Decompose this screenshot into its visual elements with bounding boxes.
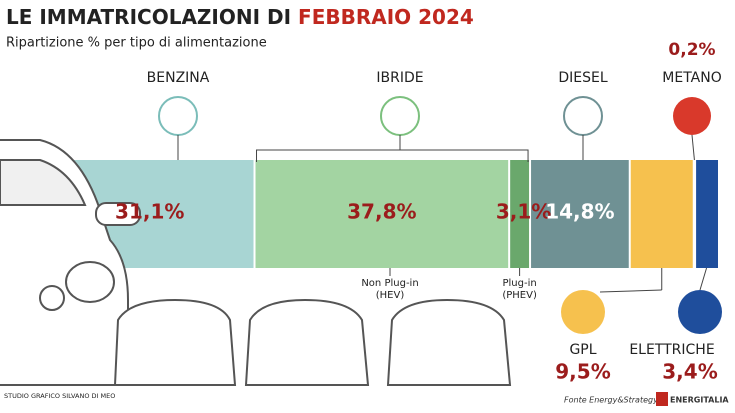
series-label: ELETTRICHE: [629, 342, 714, 358]
title-highlight: FEBBRAIO 2024: [298, 5, 474, 29]
series-sublabel: Non Plug-in (HEV): [361, 278, 419, 301]
bar-segment: [530, 160, 630, 268]
icon-benzina: [158, 96, 198, 136]
icon-gpl: [561, 290, 605, 334]
connector: [599, 289, 662, 293]
icon-diesel: [563, 96, 603, 136]
series-label: BENZINA: [147, 70, 210, 86]
bar-group: [45, 160, 718, 268]
subtitle: Ripartizione % per tipo di alimentazione: [6, 36, 267, 51]
series-label: GPL: [569, 342, 596, 358]
value-label: 3,4%: [662, 360, 717, 384]
value-label: 31,1%: [115, 200, 184, 224]
series-label: DIESEL: [558, 70, 607, 86]
icons: [158, 96, 722, 334]
series-label: METANO: [662, 70, 721, 86]
value-label: 14,8%: [545, 200, 614, 224]
logo-mark: [656, 392, 668, 406]
icon-elettriche: [678, 290, 722, 334]
bar-segment: [629, 160, 694, 268]
bracket: [256, 135, 529, 162]
value-label: 9,5%: [555, 360, 610, 384]
chart-title: LE IMMATRICOLAZIONI DI FEBBRAIO 2024: [6, 5, 474, 29]
bar-segment: [254, 160, 510, 268]
series-sublabel: Plug-in (PHEV): [502, 278, 537, 301]
icon-ibride: [380, 96, 420, 136]
group-label: IBRIDE: [376, 70, 423, 86]
bar-segment: [509, 160, 531, 268]
icon-metano: [673, 97, 711, 135]
value-label: 3,1%: [496, 200, 551, 224]
bar-segment: [695, 160, 718, 268]
connector: [691, 134, 695, 161]
connector: [699, 267, 708, 291]
title-lead: LE IMMATRICOLAZIONI DI: [6, 5, 291, 29]
value-label: 37,8%: [347, 200, 416, 224]
source: Fonte Energy&Strategy: [564, 396, 658, 405]
value-label: 0,2%: [668, 40, 715, 60]
logo: ENERGITALIA: [670, 396, 729, 405]
credit: STUDIO GRAFICO SILVANO DI MEO: [4, 392, 115, 400]
car-illustration: [0, 139, 512, 386]
